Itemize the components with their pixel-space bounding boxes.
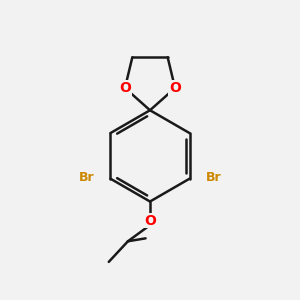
Text: O: O — [119, 81, 131, 95]
Text: Br: Br — [79, 171, 94, 184]
Text: O: O — [144, 214, 156, 228]
Text: Br: Br — [206, 171, 221, 184]
Text: O: O — [169, 81, 181, 95]
